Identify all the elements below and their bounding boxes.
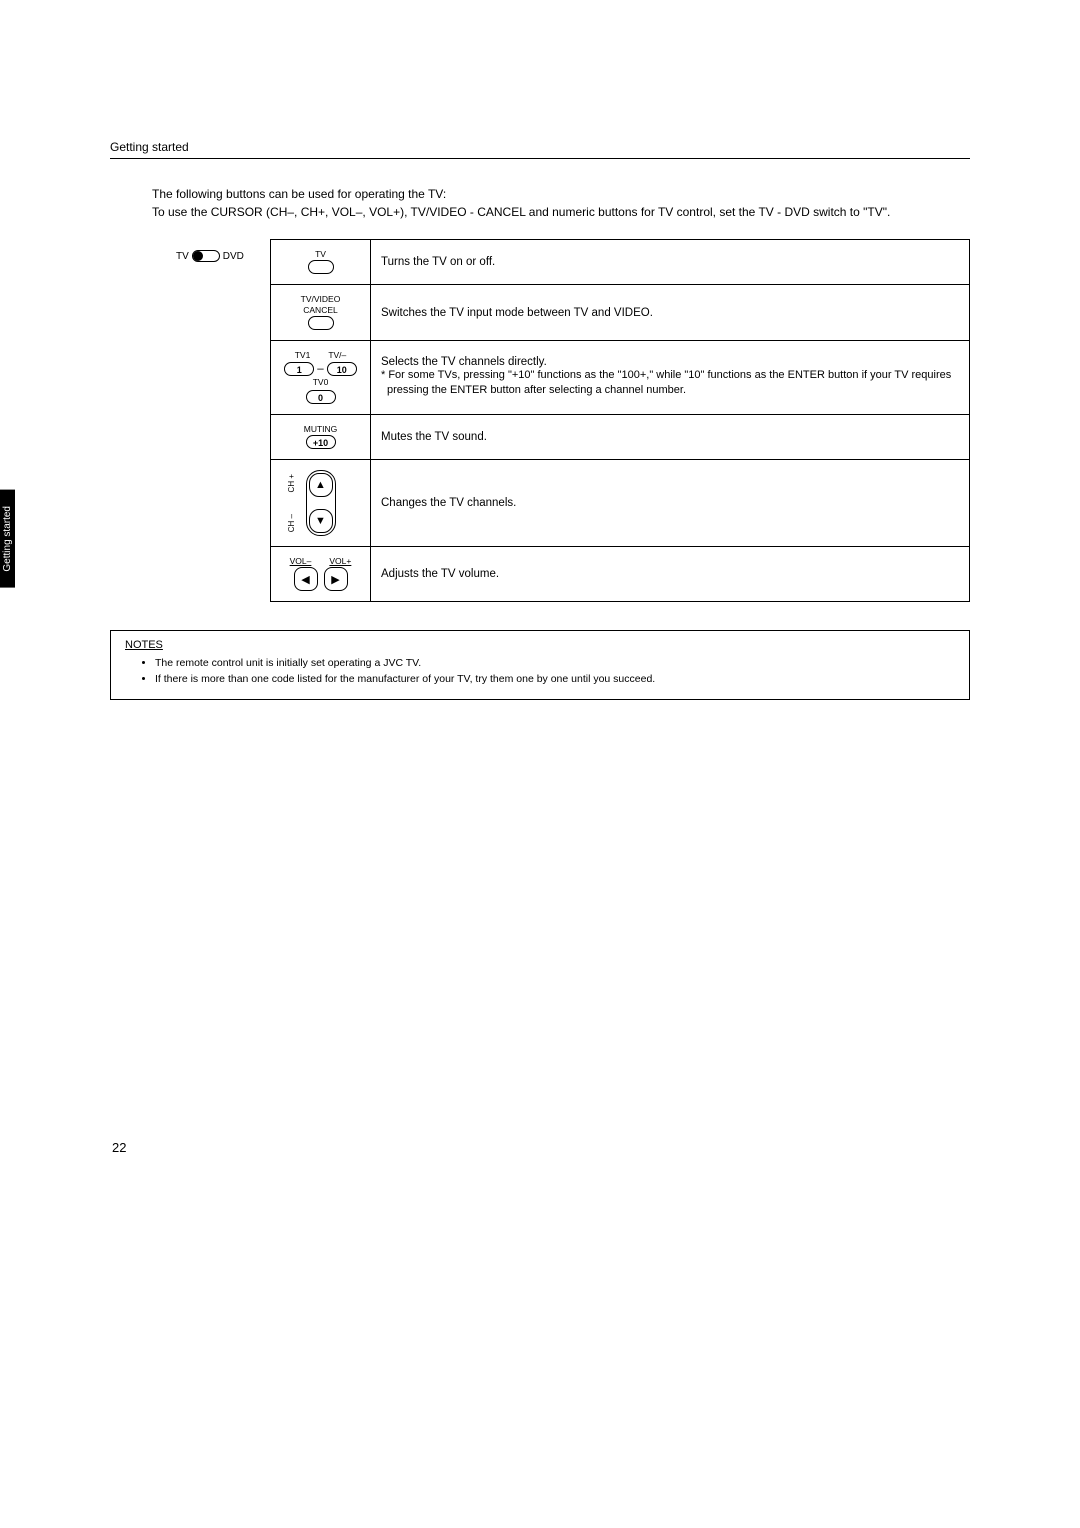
icon-cell-muting: MUTING +10 xyxy=(271,414,371,459)
switch-knob xyxy=(193,251,203,261)
tvvideo-button-icon xyxy=(308,316,334,330)
table-row: TV Turns the TV on or off. xyxy=(271,240,970,285)
desc-tv: Turns the TV on or off. xyxy=(371,240,970,285)
num-button-1: 1 xyxy=(284,362,314,376)
tv-button-icon xyxy=(308,260,334,274)
ch-buttons-wrap: ▲ ▼ xyxy=(306,470,336,536)
desc-numeric-sub: * For some TVs, pressing "+10" functions… xyxy=(381,368,959,399)
num-dash: – xyxy=(317,363,323,375)
desc-numeric-main: Selects the TV channels directly. xyxy=(381,356,547,368)
intro-text: The following buttons can be used for op… xyxy=(152,185,970,221)
icon-cell-tv: TV xyxy=(271,240,371,285)
num-label-tvminus: TV/– xyxy=(328,351,346,360)
icon-cell-numeric: TV1 TV/– 1 – 10 TV0 0 xyxy=(271,341,371,415)
tvvideo-label1: TV/VIDEO xyxy=(301,295,341,304)
intro-line2: To use the CURSOR (CH–, CH+, VOL–, VOL+)… xyxy=(152,203,970,221)
notes-box: NOTES The remote control unit is initial… xyxy=(110,630,970,700)
table-row: VOL– VOL+ ◀ ▶ Adjusts the TV volume. xyxy=(271,547,970,602)
note-item: The remote control unit is initially set… xyxy=(155,657,955,669)
ch-up-icon: ▲ xyxy=(309,473,333,497)
ch-plus-label: CH + xyxy=(288,474,296,492)
icon-cell-vol: VOL– VOL+ ◀ ▶ xyxy=(271,547,371,602)
intro-line1: The following buttons can be used for op… xyxy=(152,185,970,203)
num-button-0: 0 xyxy=(306,390,336,404)
side-tab: Getting started xyxy=(0,490,15,588)
table-row: MUTING +10 Mutes the TV sound. xyxy=(271,414,970,459)
desc-numeric: Selects the TV channels directly. * For … xyxy=(371,341,970,415)
table-row: TV1 TV/– 1 – 10 TV0 0 Selects the TV cha… xyxy=(271,341,970,415)
vol-plus-label: VOL+ xyxy=(329,557,351,566)
page-number: 22 xyxy=(112,1140,126,1155)
icon-cell-ch: CH + CH – ▲ ▼ xyxy=(271,460,371,547)
desc-vol: Adjusts the TV volume. xyxy=(371,547,970,602)
section-header: Getting started xyxy=(110,140,970,159)
tv-label: TV xyxy=(315,250,326,259)
switch-label-dvd: DVD xyxy=(223,251,244,262)
muting-label: MUTING xyxy=(304,425,338,434)
notes-list: The remote control unit is initially set… xyxy=(125,657,955,685)
note-item: If there is more than one code listed fo… xyxy=(155,673,955,685)
table-row: TV/VIDEO CANCEL Switches the TV input mo… xyxy=(271,285,970,341)
table-row: CH + CH – ▲ ▼ Changes the TV channels. xyxy=(271,460,970,547)
vol-minus-label: VOL– xyxy=(290,557,312,566)
vol-right-icon: ▶ xyxy=(324,567,348,591)
switch-track xyxy=(192,250,220,262)
desc-ch: Changes the TV channels. xyxy=(371,460,970,547)
ch-minus-label: CH – xyxy=(288,514,296,532)
vol-left-icon: ◀ xyxy=(294,567,318,591)
num-label-tv1: TV1 xyxy=(295,351,311,360)
desc-muting: Mutes the TV sound. xyxy=(371,414,970,459)
tv-dvd-switch: TV DVD xyxy=(176,250,244,262)
num-button-10: 10 xyxy=(327,362,357,376)
desc-tvvideo: Switches the TV input mode between TV an… xyxy=(371,285,970,341)
page-content: Getting started The following buttons ca… xyxy=(110,140,970,700)
notes-title: NOTES xyxy=(125,639,955,651)
ch-down-icon: ▼ xyxy=(309,509,333,533)
num-label-tv0: TV0 xyxy=(313,378,329,387)
buttons-table: TV Turns the TV on or off. TV/VIDEO CANC… xyxy=(270,239,970,602)
tvvideo-label2: CANCEL xyxy=(303,306,337,315)
switch-label-tv: TV xyxy=(176,251,189,262)
icon-cell-tvvideo: TV/VIDEO CANCEL xyxy=(271,285,371,341)
muting-button: +10 xyxy=(306,435,336,449)
